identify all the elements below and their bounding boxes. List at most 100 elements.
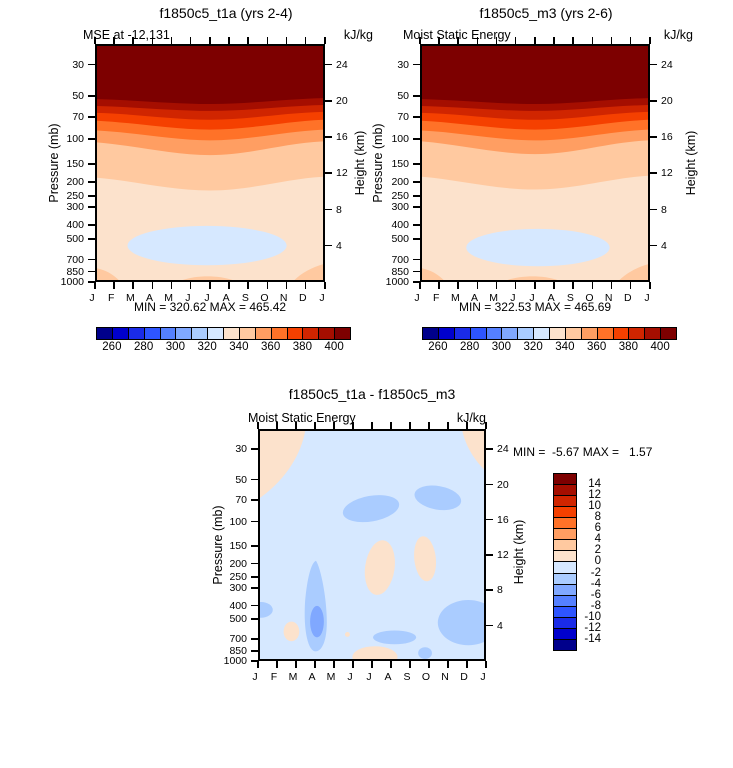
colorbar-label: -8 [590,599,601,612]
pressure-tick [413,224,420,226]
pressure-tick [251,650,258,652]
month-tick-bottom [610,282,613,289]
colorbar-cell [270,327,288,340]
height-tick [650,244,657,247]
pressure-tick [251,562,258,565]
month-tick-top [629,37,632,44]
panel-left-units-label: kJ/kg [343,28,373,42]
pressure-tick-label: 100 [66,133,84,146]
month-tick-top [151,37,153,44]
pressure-tick [88,258,95,261]
month-label: O [585,292,594,304]
height-tick-label: 20 [497,478,509,491]
month-label: M [125,292,135,304]
height-tick-label: 16 [661,131,673,144]
colorbar-cell [175,327,193,340]
month-tick-bottom [485,661,487,668]
height-tick [486,589,493,591]
pressure-tick-label: 700 [391,253,409,266]
month-tick-top [295,422,297,429]
pressure-tick [88,224,95,226]
pressure-tick [88,95,95,97]
month-tick-bottom [324,282,326,289]
colorbar-cell [553,638,577,651]
colorbar-cell [191,327,209,340]
colorbar-cell [254,327,272,340]
low-cell-320-330 [127,225,287,266]
colorbar-label: -6 [590,588,601,601]
height-tick-label: 8 [661,203,667,216]
colorbar-label: 320 [197,341,217,353]
month-label: J [185,292,191,304]
month-label: A [308,671,316,683]
height-tick [650,100,657,102]
month-label: A [145,292,153,304]
height-tick-label: 12 [336,167,348,180]
colorbar-cell [501,327,519,340]
colorbar-cell [302,327,320,340]
month-label: D [460,671,468,683]
month-tick-bottom [428,661,430,668]
colorbar-label: 14 [588,478,601,491]
month-label: M [164,292,174,304]
colorbar-cell [143,327,161,340]
pressure-tick-label: 850 [229,645,247,658]
colorbar-cell [644,327,662,340]
pressure-tick [88,206,95,208]
month-tick-top [610,37,613,44]
height-tick-label: 20 [661,95,673,107]
height-tick [650,63,657,66]
month-tick-top [419,37,421,44]
pressure-tick-label: 250 [391,190,409,203]
month-tick-top [466,422,468,429]
colorbar-cell [96,327,113,340]
panel-left-title: f1850c5_t1a (yrs 2-4) [159,5,293,21]
colorbar-cell [453,327,471,340]
pressure-tick [88,270,95,273]
month-tick-bottom [534,282,536,289]
pressure-tick [413,270,420,273]
month-tick-bottom [352,661,354,668]
month-label: J [366,671,372,683]
pressure-tick-label: 850 [66,265,84,278]
pressure-tick-label: 100 [391,133,409,146]
month-tick-bottom [390,661,392,668]
colorbar-cell [485,327,503,340]
month-label: S [566,292,574,304]
month-tick-bottom [113,282,115,289]
colorbar-cell [127,327,145,340]
pressure-tick-label: 400 [229,599,247,612]
month-label: J [510,292,516,304]
colorbar-cell [223,327,240,340]
month-label: J [529,292,535,304]
month-tick-bottom [266,282,268,289]
month-tick-top [352,422,354,429]
surface-340-bump-mid [182,276,233,280]
month-tick-bottom [476,282,478,289]
pressure-tick [413,95,420,97]
pressure-tick [88,281,95,283]
month-tick-bottom [189,282,192,289]
panel-diff-title: f1850c5_t1a - f1850c5_m3 [288,386,456,402]
colorbar-cell [469,327,487,340]
colorbar-cell [286,327,304,340]
colorbar-label: 10 [588,500,601,513]
colorbar-label: -10 [584,610,601,623]
pressure-tick [251,587,258,589]
month-label: N [441,671,449,683]
month-tick-bottom [276,661,278,668]
colorbar-label: 400 [650,341,670,353]
month-label: O [421,671,431,683]
band-gt-400 [422,46,648,105]
diff-neg4-100mb-summer [342,495,400,523]
month-label: J [252,671,258,683]
month-tick-top [189,37,192,44]
pressure-tick-label: 300 [391,201,409,214]
colorbar-label: 2 [594,544,601,557]
month-tick-top [476,37,478,44]
month-tick-top [170,37,173,44]
panel-left-minmax: MIN = 320.62 MAX = 465.42 [133,300,287,314]
colorbar-label: 260 [428,341,448,353]
pressure-tick-label: 700 [66,253,84,266]
